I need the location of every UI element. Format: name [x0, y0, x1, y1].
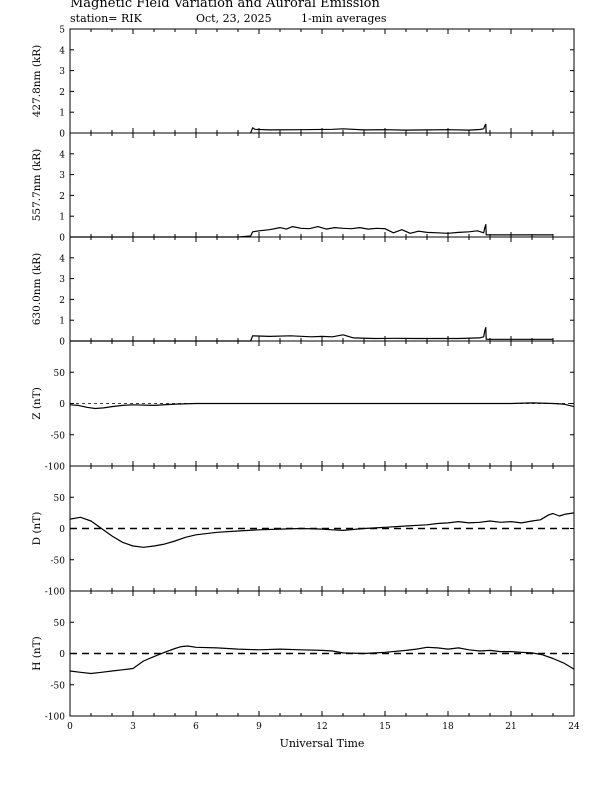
x-tick-label: 0 [67, 722, 73, 732]
x-tick-label: 12 [316, 722, 327, 732]
y-tick-label: 4 [59, 46, 65, 56]
station-label: station= RIK [70, 12, 142, 25]
y-axis-label: 630.0nm (kR) [31, 253, 43, 326]
x-tick-label: 6 [193, 722, 199, 732]
y-tick-label: -50 [51, 556, 66, 566]
x-tick-label: 21 [505, 722, 516, 732]
y-tick-label: -50 [51, 681, 66, 691]
date-label: Oct, 23, 2025 [196, 12, 272, 25]
chart-title: Magnetic Field Variation and Auroral Emi… [70, 0, 380, 11]
x-tick-label: 3 [130, 722, 136, 732]
panel-4: -100 -50 0 50 D (nT) [31, 465, 575, 598]
y-axis-label: 557.7nm (kR) [31, 149, 43, 222]
panel-frame [69, 132, 575, 238]
y-tick-label: -100 [45, 588, 65, 598]
panel-2: 0 1 2 3 4 630.0nm (kR) [31, 236, 575, 348]
y-tick-label: 0 [59, 338, 65, 348]
y-tick-label: 0 [59, 400, 65, 410]
y-tick-label: 1 [59, 109, 65, 119]
series-line-5-0 [69, 645, 575, 675]
panel-0: 0 1 2 3 4 5 427.8nm (kR) [31, 26, 575, 140]
y-tick-label: -100 [45, 463, 65, 473]
y-tick-label: 4 [59, 150, 65, 160]
y-tick-label: 3 [59, 67, 65, 77]
series-line-4-0 [69, 512, 575, 548]
y-tick-label: 0 [59, 650, 65, 660]
panel-5: -100 -50 0 50 H (nT) [31, 590, 575, 723]
y-tick-label: 1 [59, 317, 65, 327]
y-tick-label: 0 [59, 234, 65, 244]
y-axis-label: Z (nT) [31, 387, 43, 420]
y-tick-label: 0 [59, 130, 65, 140]
series-line-3-0 [69, 402, 575, 410]
y-tick-label: 4 [59, 254, 65, 264]
y-tick-label: 50 [54, 494, 66, 504]
x-tick-label: 15 [379, 722, 391, 732]
y-tick-label: 0 [59, 525, 65, 535]
x-tick-label: 24 [568, 722, 580, 732]
x-tick-label: 9 [256, 722, 262, 732]
series-line-1-0 [70, 223, 553, 238]
panel-frame [69, 28, 575, 134]
panel-frame [69, 236, 575, 342]
x-tick-label: 18 [442, 722, 454, 732]
series-line-2-0 [70, 326, 553, 342]
y-tick-label: 50 [54, 369, 66, 379]
series-line-0-0 [250, 123, 487, 134]
y-axis-label: 427.8nm (kR) [31, 45, 43, 118]
y-tick-label: -50 [51, 431, 66, 441]
y-tick-label: 1 [59, 213, 65, 223]
y-tick-label: 50 [54, 619, 66, 629]
panel-3: -100 -50 0 50 Z (nT) [31, 340, 575, 473]
y-tick-label: 2 [59, 192, 65, 202]
y-tick-label: -100 [45, 713, 65, 723]
y-axis-label: D (nT) [31, 512, 43, 546]
y-axis-label: H (nT) [31, 636, 43, 670]
x-axis-label: Universal Time [280, 737, 365, 750]
panel-1: 0 1 2 3 4 557.7nm (kR) [31, 132, 575, 244]
averaging-label: 1-min averages [301, 12, 387, 25]
y-tick-label: 2 [59, 88, 65, 98]
y-tick-label: 3 [59, 275, 65, 285]
y-tick-label: 3 [59, 171, 65, 181]
y-tick-label: 2 [59, 296, 65, 306]
y-tick-label: 5 [59, 26, 65, 36]
